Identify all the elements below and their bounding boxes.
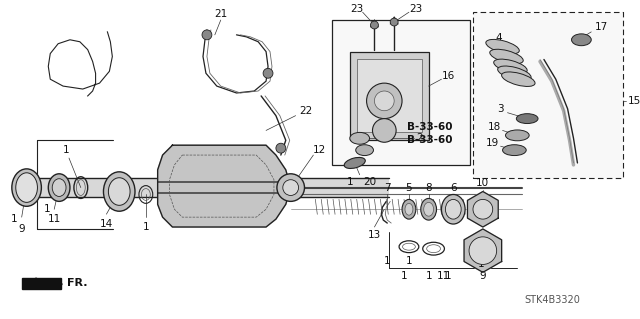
Text: 23: 23 xyxy=(409,4,422,14)
Ellipse shape xyxy=(356,145,374,156)
Polygon shape xyxy=(22,278,61,289)
Text: 11: 11 xyxy=(437,271,450,281)
Text: 5: 5 xyxy=(406,182,412,193)
Ellipse shape xyxy=(402,199,416,219)
Ellipse shape xyxy=(498,66,531,80)
Text: 2: 2 xyxy=(417,133,423,143)
Circle shape xyxy=(276,143,286,153)
Circle shape xyxy=(372,119,396,142)
Ellipse shape xyxy=(502,145,526,156)
Text: 11: 11 xyxy=(47,214,61,224)
Text: 1: 1 xyxy=(445,271,452,281)
Circle shape xyxy=(202,30,212,40)
Circle shape xyxy=(469,237,497,264)
Text: 23: 23 xyxy=(350,4,364,14)
Text: 17: 17 xyxy=(595,22,608,32)
Text: FR.: FR. xyxy=(67,278,88,288)
Text: 1: 1 xyxy=(143,222,149,232)
Circle shape xyxy=(277,174,305,201)
Ellipse shape xyxy=(424,202,433,216)
Text: 9: 9 xyxy=(19,224,25,234)
Text: 19: 19 xyxy=(486,138,499,148)
Ellipse shape xyxy=(108,178,130,205)
Circle shape xyxy=(374,91,394,111)
Text: 1: 1 xyxy=(384,256,390,265)
Text: 20: 20 xyxy=(363,177,376,187)
Circle shape xyxy=(473,199,493,219)
Circle shape xyxy=(367,83,402,119)
Text: 14: 14 xyxy=(100,219,113,229)
Text: B-33-60: B-33-60 xyxy=(407,122,452,132)
Ellipse shape xyxy=(490,49,524,64)
Ellipse shape xyxy=(493,59,527,74)
Text: 22: 22 xyxy=(299,106,312,116)
Text: 21: 21 xyxy=(214,9,227,19)
Bar xyxy=(28,178,389,197)
Text: 12: 12 xyxy=(313,145,326,155)
Text: 1: 1 xyxy=(63,145,69,155)
Text: STK4B3320: STK4B3320 xyxy=(524,295,580,305)
Ellipse shape xyxy=(442,195,465,224)
Ellipse shape xyxy=(445,199,461,219)
Text: 13: 13 xyxy=(368,230,381,240)
Text: 1: 1 xyxy=(406,256,412,265)
Ellipse shape xyxy=(572,34,591,46)
Bar xyxy=(350,52,429,140)
Ellipse shape xyxy=(48,174,70,201)
Circle shape xyxy=(371,21,378,29)
Ellipse shape xyxy=(16,173,38,202)
Circle shape xyxy=(283,180,299,196)
Polygon shape xyxy=(467,191,498,227)
Ellipse shape xyxy=(52,179,66,197)
Bar xyxy=(473,12,623,178)
Ellipse shape xyxy=(420,198,436,220)
Text: 9: 9 xyxy=(479,271,486,281)
Text: 7: 7 xyxy=(384,182,390,193)
Text: 1: 1 xyxy=(401,271,407,281)
Ellipse shape xyxy=(350,132,369,144)
Ellipse shape xyxy=(405,203,413,215)
Circle shape xyxy=(263,68,273,78)
Ellipse shape xyxy=(344,157,365,168)
Text: 6: 6 xyxy=(450,182,456,193)
Text: 1: 1 xyxy=(426,271,432,281)
Text: 1: 1 xyxy=(477,259,484,270)
Text: 10: 10 xyxy=(476,178,490,188)
Ellipse shape xyxy=(516,114,538,123)
Ellipse shape xyxy=(12,169,42,206)
Text: 8: 8 xyxy=(426,182,432,193)
Text: 1: 1 xyxy=(10,214,17,224)
Bar xyxy=(332,20,470,165)
Text: B-33-60: B-33-60 xyxy=(407,135,452,145)
Text: 16: 16 xyxy=(442,71,455,81)
Text: 1: 1 xyxy=(346,177,353,187)
Text: 15: 15 xyxy=(628,96,640,106)
Text: 4: 4 xyxy=(495,33,502,43)
Text: 1: 1 xyxy=(44,204,51,214)
Ellipse shape xyxy=(486,40,519,54)
Ellipse shape xyxy=(506,130,529,141)
Circle shape xyxy=(390,18,398,26)
Polygon shape xyxy=(157,145,291,227)
Ellipse shape xyxy=(104,172,135,211)
Polygon shape xyxy=(464,229,502,272)
Text: 3: 3 xyxy=(497,104,504,114)
Text: 18: 18 xyxy=(488,122,501,132)
Ellipse shape xyxy=(502,72,535,86)
Bar xyxy=(356,59,422,132)
